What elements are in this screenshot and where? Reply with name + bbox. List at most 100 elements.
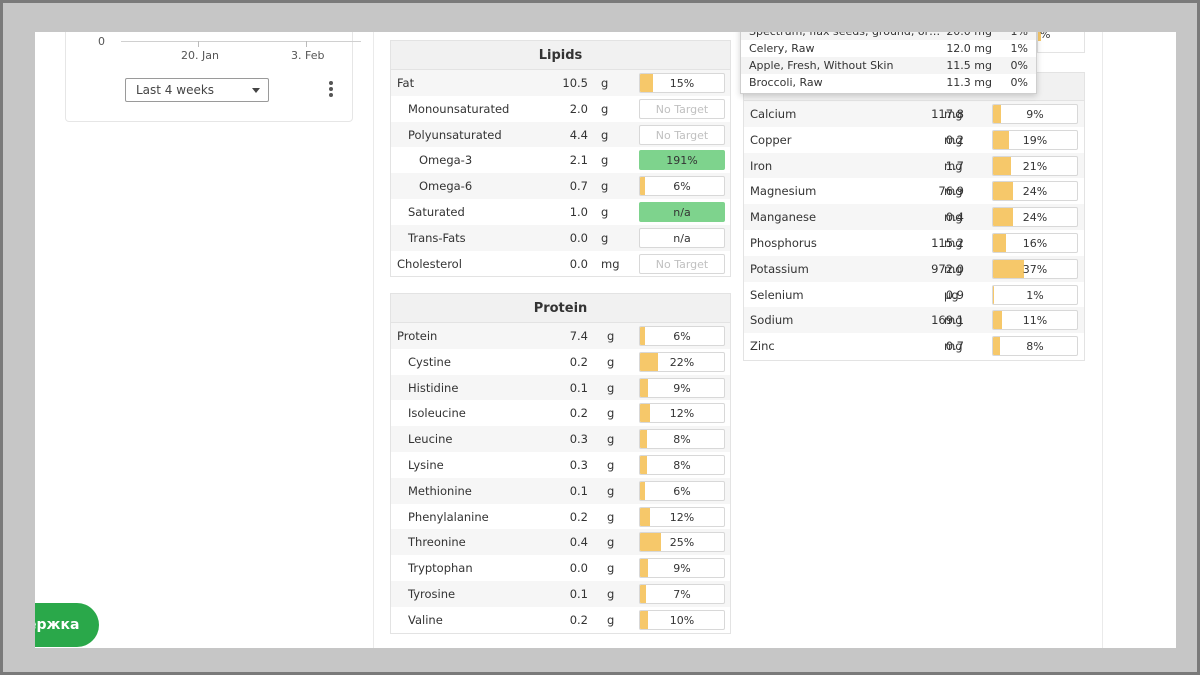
nutrient-name: Calcium [750, 107, 797, 121]
nutrient-unit: g [607, 586, 615, 601]
target-percent: 8% [673, 458, 691, 472]
table-row[interactable]: Calcium 117.8 mg 9% [744, 101, 1084, 127]
nutrient-amount: 0.2 [569, 406, 588, 421]
table-row[interactable]: Cystine 0.2 g 22% [391, 349, 730, 375]
table-row[interactable]: Tyrosine 0.1 g 7% [391, 580, 730, 607]
nutrient-name: Magnesium [750, 184, 817, 199]
target-percent: 6% [673, 180, 691, 194]
list-item[interactable]: Apple, Fresh, Without Skin 11.5 mg 0% [741, 57, 1036, 74]
target-progress-bar: 9% [992, 104, 1078, 124]
nutrient-name: Manganese [750, 210, 817, 225]
y-axis-tick-label: 0 [98, 35, 105, 48]
table-row[interactable]: Polyunsaturated 4.4 g No Target [391, 121, 730, 148]
source-food-name: Broccoli, Raw [749, 76, 823, 89]
nutrient-amount: 0.3 [569, 432, 588, 447]
table-row[interactable]: Sodium 169.1 mg 11% [744, 307, 1084, 334]
target-percent: 25% [669, 536, 695, 550]
table-row[interactable]: Manganese 0.4 mg 24% [744, 204, 1084, 230]
nutrient-amount: 115.2 [931, 235, 964, 250]
progress-fill [993, 233, 1007, 252]
table-row[interactable]: Selenium 0.9 µg 1% [744, 282, 1084, 308]
table-row[interactable]: Valine 0.2 g 10% [391, 607, 730, 633]
table-row[interactable]: Magnesium 76.9 mg 24% [744, 178, 1084, 204]
nutrient-amount: 0.2 [945, 132, 964, 147]
table-row[interactable]: Lysine 0.3 g 8% [391, 452, 730, 478]
target-percent: n/a [673, 231, 691, 245]
progress-fill [640, 507, 651, 526]
table-row[interactable]: Protein 7.4 g 6% [391, 323, 730, 349]
table-row[interactable]: Fat 10.5 g 15% [391, 70, 730, 96]
date-range-select[interactable]: Last 4 weeks [125, 78, 269, 102]
nutrient-unit: g [607, 483, 615, 498]
target-percent: 19% [1022, 133, 1048, 147]
table-row[interactable]: Leucine 0.3 g 8% [391, 426, 730, 452]
table-row[interactable]: Potassium 972.0 mg 37% [744, 255, 1084, 282]
nutrient-amount: 2.0 [569, 101, 588, 116]
table-row[interactable]: Isoleucine 0.2 g 12% [391, 400, 730, 426]
list-item[interactable]: Spectrum, flax seeds, ground, or… 20.0 mg… [741, 32, 1036, 40]
table-row[interactable]: Copper 0.2 mg 19% [744, 127, 1084, 153]
nutrient-unit: g [601, 230, 609, 245]
nutrient-name: Trans-Fats [408, 230, 466, 245]
target-percent: 24% [1022, 211, 1048, 225]
table-row[interactable]: Phenylalanine 0.2 g 12% [391, 504, 730, 530]
source-amount: 20.0 mg [946, 32, 992, 38]
target-progress-bar: 21% [992, 155, 1078, 176]
support-chat-button[interactable]: ержка [35, 603, 99, 647]
nutrient-name: Cystine [408, 354, 451, 369]
table-row[interactable]: Zinc 0.7 mg 8% [744, 333, 1084, 359]
nutrient-name: Phenylalanine [408, 509, 489, 524]
nutrient-unit: g [607, 535, 615, 550]
target-percent: 9% [673, 381, 691, 395]
nutrient-amount: 0.7 [569, 179, 588, 194]
nutrient-name: Threonine [408, 535, 466, 550]
table-row[interactable]: Methionine 0.1 g 6% [391, 477, 730, 504]
target-progress-bar: 16% [992, 232, 1078, 253]
nutrient-name: Omega-3 [419, 153, 473, 168]
nutrient-unit: mg [944, 184, 963, 199]
table-row[interactable]: Omega-3 2.1 g 191% [391, 147, 730, 173]
table-row[interactable]: Threonine 0.4 g 25% [391, 529, 730, 556]
nutrient-amount: 1.7 [945, 158, 964, 173]
progress-fill [640, 74, 653, 92]
nutrient-unit: mg [944, 235, 963, 250]
top-sources-popup: Spectrum, flax seeds, ground, or… 20.0 mg… [740, 32, 1037, 94]
source-amount: 12.0 mg [946, 42, 992, 55]
nutrient-name: Fat [397, 76, 415, 90]
progress-fill [640, 533, 661, 552]
table-row[interactable]: Trans-Fats 0.0 g n/a [391, 224, 730, 251]
target-percent: 37% [1022, 262, 1048, 276]
nutrient-unit: mg [944, 107, 963, 121]
nutrient-name: Valine [408, 612, 443, 627]
table-row[interactable]: Omega-6 0.7 g 6% [391, 173, 730, 199]
table-row[interactable]: Saturated 1.0 g n/a [391, 199, 730, 225]
target-progress-bar: 12% [639, 506, 725, 527]
target-progress-bar: No Target [639, 124, 725, 145]
progress-fill [993, 130, 1009, 149]
nutrient-unit: mg [944, 158, 963, 173]
progress-fill [993, 285, 994, 304]
table-row[interactable]: Tryptophan 0.0 g 9% [391, 555, 730, 581]
list-item[interactable]: Broccoli, Raw 11.3 mg 0% [741, 74, 1036, 91]
nutrient-unit: mg [944, 261, 963, 276]
nutrient-name: Copper [750, 132, 792, 147]
nutrient-amount: 0.7 [945, 339, 964, 354]
source-amount: 11.5 mg [946, 59, 992, 72]
table-row[interactable]: Monounsaturated 2.0 g No Target [391, 96, 730, 122]
progress-fill [993, 156, 1011, 175]
more-options-icon[interactable] [328, 81, 334, 99]
lipids-rows: Fat 10.5 g 15% Monounsaturated 2.0 g No Target P… [391, 70, 730, 276]
table-row[interactable]: Histidine 0.1 g 9% [391, 374, 730, 401]
table-row[interactable]: Phosphorus 115.2 mg 16% [744, 230, 1084, 256]
progress-fill [993, 311, 1003, 330]
target-progress-bar: 8% [992, 336, 1078, 357]
target-progress-bar: 25% [639, 532, 725, 553]
x-axis-line [121, 41, 361, 42]
target-percent: 9% [673, 562, 691, 576]
table-row[interactable]: Iron 1.7 mg 21% [744, 152, 1084, 179]
target-percent: 10% [669, 613, 695, 627]
list-item[interactable]: Celery, Raw 12.0 mg 1% [741, 40, 1036, 57]
nutrient-name: Omega-6 [419, 179, 473, 194]
table-row[interactable]: Cholesterol 0.0 mg No Target [391, 251, 730, 277]
